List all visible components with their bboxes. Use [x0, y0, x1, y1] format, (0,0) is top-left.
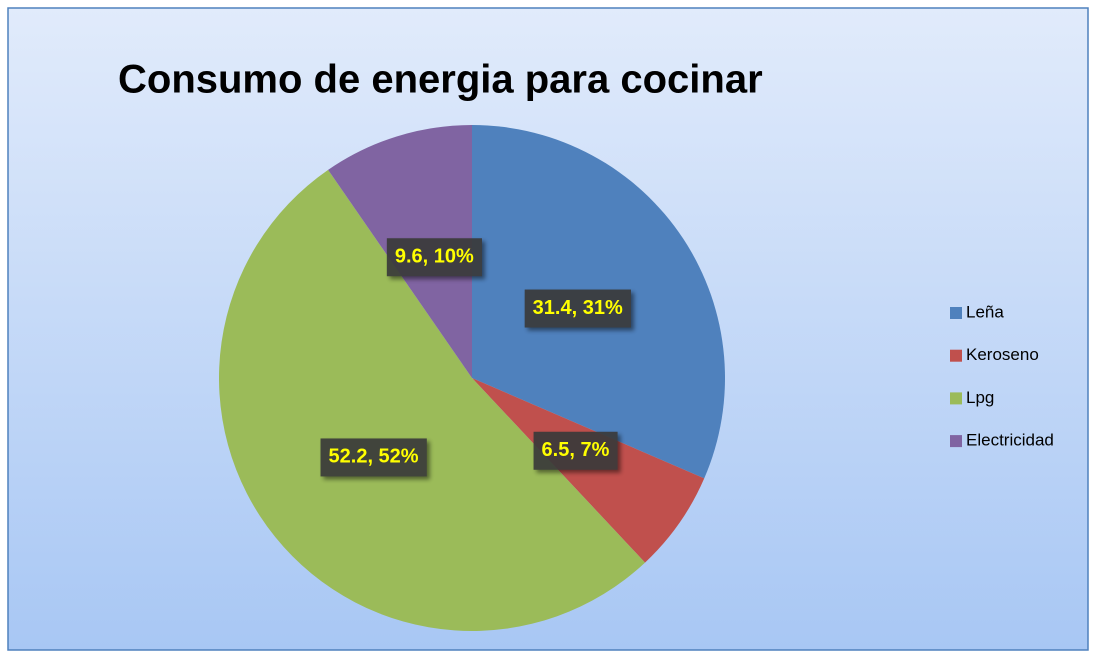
data-label: 9.6, 10%: [386, 238, 483, 277]
legend-swatch: [950, 307, 962, 319]
legend-label: Lpg: [966, 388, 994, 407]
legend-label: Electricidad: [966, 431, 1054, 450]
legend: Leña Keroseno Lpg Electricidad: [950, 302, 1054, 450]
legend-swatch: [950, 349, 962, 362]
data-label: 52.2, 52%: [320, 438, 427, 477]
data-labels: 31.4, 31% 6.5, 7% 52.2, 52% 9.6, 10%: [320, 238, 631, 477]
chart-title: Consumo de energia para cocinar: [118, 58, 763, 102]
data-label-text: 31.4, 31%: [533, 297, 623, 319]
legend-swatch: [950, 392, 962, 405]
data-label-box: [533, 431, 618, 470]
pie-slice: [219, 169, 646, 631]
data-label-box: [320, 438, 427, 477]
legend-swatch: [950, 435, 962, 448]
legend-label: Keroseno: [966, 345, 1039, 364]
data-label-text: 6.5, 7%: [542, 439, 610, 461]
data-label-box: [386, 238, 483, 277]
pie: [219, 125, 725, 631]
data-label-box: [524, 289, 631, 328]
data-label: 6.5, 7%: [533, 431, 618, 470]
pie-slice: [472, 378, 705, 563]
data-label-text: 9.6, 10%: [395, 246, 474, 268]
data-label-text: 52.2, 52%: [329, 446, 419, 468]
legend-label: Leña: [966, 302, 1004, 321]
data-label: 31.4, 31%: [524, 289, 631, 328]
